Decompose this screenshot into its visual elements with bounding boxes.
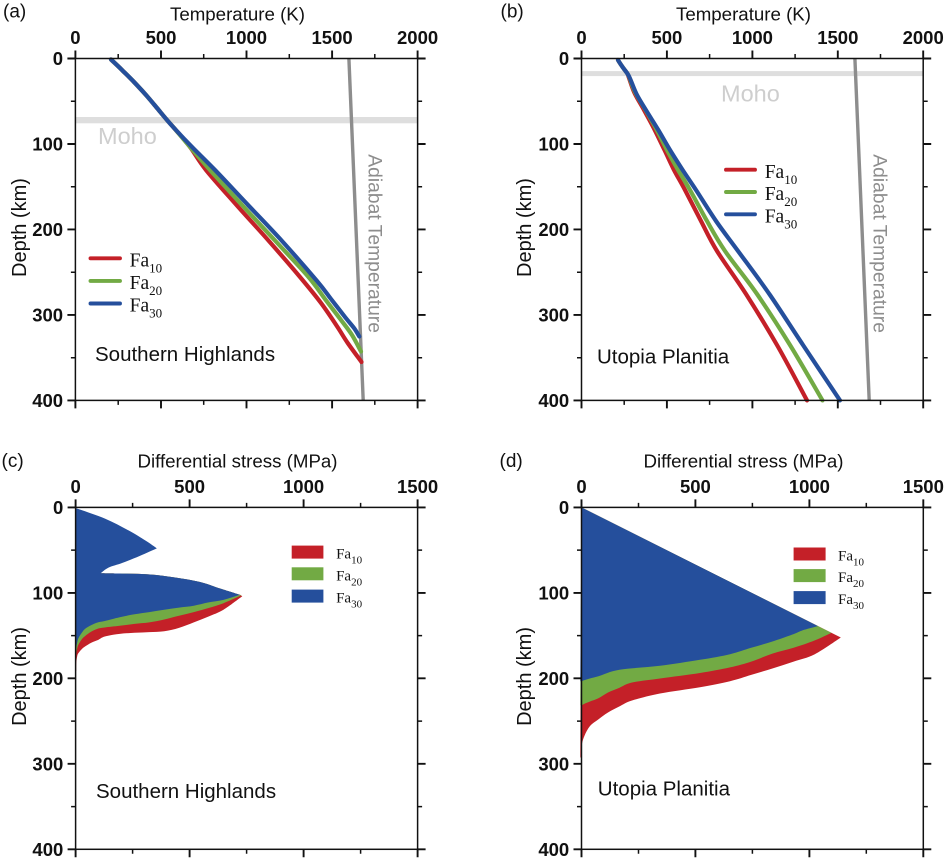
svg-text:Depth (km): Depth (km) — [514, 178, 536, 277]
svg-text:Southern Highlands: Southern Highlands — [96, 780, 276, 803]
svg-text:0: 0 — [70, 476, 80, 497]
svg-text:Moho: Moho — [98, 123, 157, 149]
svg-text:500: 500 — [680, 476, 711, 497]
svg-text:200: 200 — [538, 219, 569, 240]
svg-text:300: 300 — [32, 304, 63, 325]
svg-text:0: 0 — [53, 48, 63, 69]
svg-text:(c): (c) — [2, 451, 24, 472]
svg-text:1500: 1500 — [397, 476, 438, 497]
svg-text:Adiabat Temperature: Adiabat Temperature — [869, 154, 890, 333]
svg-text:Depth (km): Depth (km) — [9, 178, 31, 277]
svg-text:(b): (b) — [501, 2, 524, 23]
svg-text:Moho: Moho — [721, 81, 780, 107]
svg-text:(d): (d) — [500, 451, 523, 472]
svg-text:0: 0 — [70, 27, 80, 48]
svg-text:Utopia Planitia: Utopia Planitia — [597, 346, 730, 369]
svg-text:1000: 1000 — [732, 27, 773, 48]
svg-text:0: 0 — [576, 27, 586, 48]
svg-text:1000: 1000 — [789, 476, 830, 497]
svg-text:0: 0 — [559, 48, 569, 69]
svg-text:1000: 1000 — [283, 476, 324, 497]
svg-text:Differential stress (MPa): Differential stress (MPa) — [643, 451, 843, 472]
svg-text:400: 400 — [538, 390, 569, 411]
svg-text:200: 200 — [32, 219, 63, 240]
svg-text:(a): (a) — [3, 2, 26, 23]
svg-text:0: 0 — [53, 497, 63, 518]
svg-text:500: 500 — [651, 27, 682, 48]
svg-text:Southern Highlands: Southern Highlands — [95, 343, 275, 366]
svg-text:200: 200 — [32, 668, 63, 689]
svg-text:Utopia Planitia: Utopia Planitia — [598, 777, 731, 800]
svg-text:Temperature (K): Temperature (K) — [170, 4, 305, 25]
svg-text:200: 200 — [538, 668, 569, 689]
svg-text:Depth (km): Depth (km) — [514, 627, 536, 726]
svg-text:2000: 2000 — [903, 27, 944, 48]
svg-text:1500: 1500 — [903, 476, 944, 497]
svg-text:2000: 2000 — [397, 27, 438, 48]
svg-text:1000: 1000 — [226, 27, 267, 48]
svg-text:100: 100 — [32, 582, 63, 603]
svg-text:1500: 1500 — [312, 27, 353, 48]
svg-text:Adiabat Temperature: Adiabat Temperature — [364, 154, 385, 333]
svg-text:Temperature (K): Temperature (K) — [676, 4, 811, 25]
svg-text:400: 400 — [32, 839, 63, 860]
svg-text:300: 300 — [32, 753, 63, 774]
svg-text:Differential stress (MPa): Differential stress (MPa) — [137, 451, 337, 472]
svg-text:500: 500 — [174, 476, 205, 497]
svg-text:400: 400 — [538, 839, 569, 860]
svg-text:400: 400 — [32, 390, 63, 411]
svg-text:100: 100 — [538, 582, 569, 603]
svg-text:0: 0 — [576, 476, 586, 497]
svg-text:1500: 1500 — [817, 27, 858, 48]
svg-text:300: 300 — [538, 753, 569, 774]
svg-text:0: 0 — [559, 497, 569, 518]
svg-text:Depth (km): Depth (km) — [9, 627, 31, 726]
svg-text:300: 300 — [538, 304, 569, 325]
svg-text:100: 100 — [538, 134, 569, 155]
svg-text:500: 500 — [146, 27, 177, 48]
svg-text:100: 100 — [32, 134, 63, 155]
